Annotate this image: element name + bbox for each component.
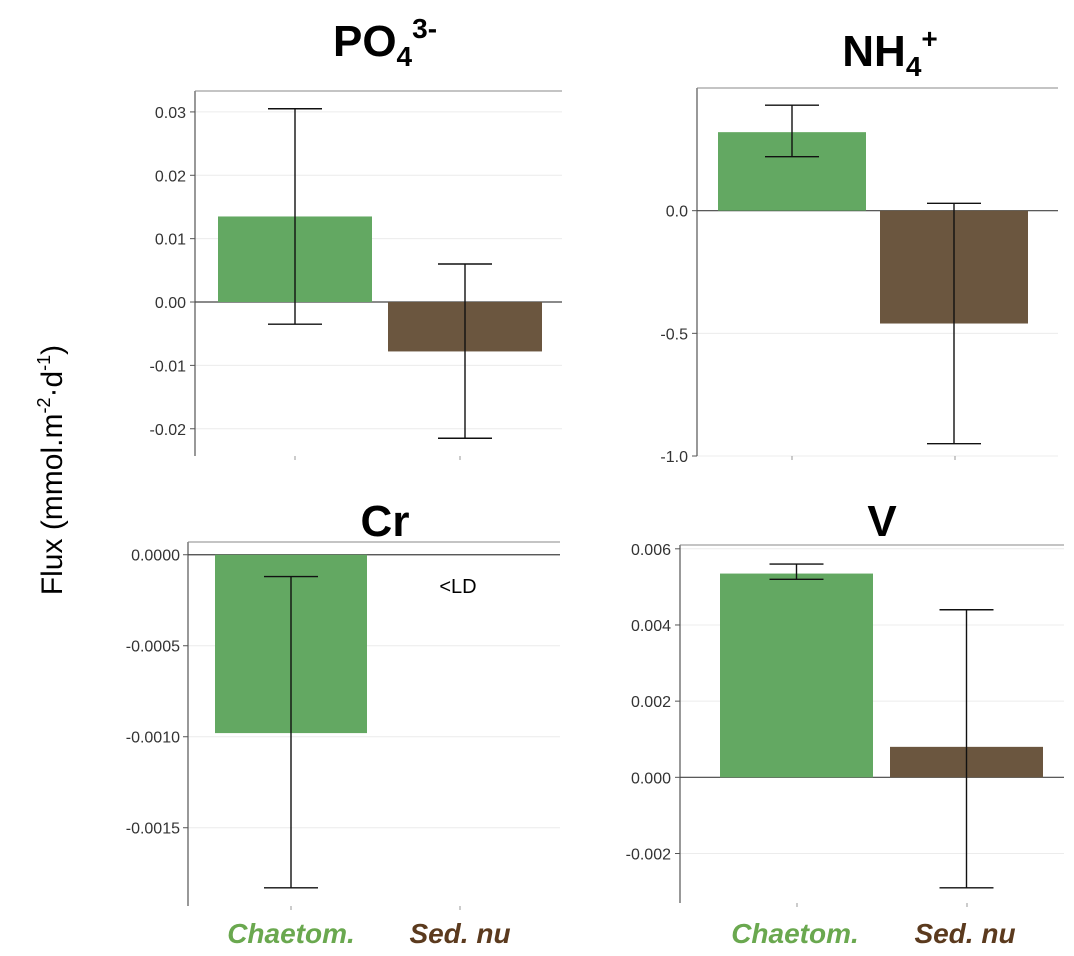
- y-tick-label: 0.02: [155, 168, 186, 185]
- y-tick-label: -0.0005: [126, 639, 180, 656]
- panel-title: NH4+: [842, 23, 938, 82]
- y-tick-label: 0.0000: [131, 548, 180, 565]
- chart-panels: PO43- 0.03 0.02 0.01 0.00 -0.01 -0.02 NH4+ 0.0 -0…: [126, 13, 1064, 910]
- y-tick-label: 0.0: [666, 204, 688, 221]
- y-tick-label: -0.0015: [126, 821, 180, 838]
- chart-panel-2: Cr 0.0000 -0.0005 -0.0010 -0.0015 <LD: [126, 497, 560, 910]
- y-tick-label: 0.004: [631, 618, 671, 635]
- y-tick-label: -0.5: [660, 326, 688, 343]
- y-tick-label: -0.0010: [126, 730, 180, 747]
- below-detection-limit-note: <LD: [439, 576, 476, 598]
- y-axis-label: Flux (mmol.m-2·d-1): [34, 345, 69, 595]
- y-tick-label: 0.000: [631, 770, 671, 787]
- bar-chaetom: [720, 573, 873, 778]
- category-label-chaetom-left: Chaetom.: [227, 918, 355, 949]
- category-label-chaetom-right: Chaetom.: [731, 918, 859, 949]
- y-tick-label: 0.00: [155, 295, 186, 312]
- y-tick-label: -1.0: [660, 449, 688, 466]
- y-tick-label: -0.002: [626, 846, 671, 863]
- y-tick-label: -0.02: [150, 422, 187, 439]
- y-tick-label: 0.006: [631, 542, 671, 559]
- panel-title: PO43-: [333, 13, 437, 72]
- chart-panel-3: V 0.006 0.004 0.002 0.000 -0.002: [626, 497, 1064, 907]
- y-tick-label: -0.01: [150, 358, 187, 375]
- chart-panel-1: NH4+ 0.0 -0.5 -1.0: [660, 23, 1058, 466]
- panel-title: V: [867, 497, 897, 546]
- y-tick-label: 0.03: [155, 105, 186, 122]
- chart-panel-0: PO43- 0.03 0.02 0.01 0.00 -0.01 -0.02: [150, 13, 562, 460]
- category-label-sed-nu-right: Sed. nu: [914, 918, 1015, 949]
- panel-title: Cr: [361, 497, 410, 546]
- y-tick-label: 0.01: [155, 232, 186, 249]
- y-tick-label: 0.002: [631, 694, 671, 711]
- category-label-sed-nu-left: Sed. nu: [409, 918, 510, 949]
